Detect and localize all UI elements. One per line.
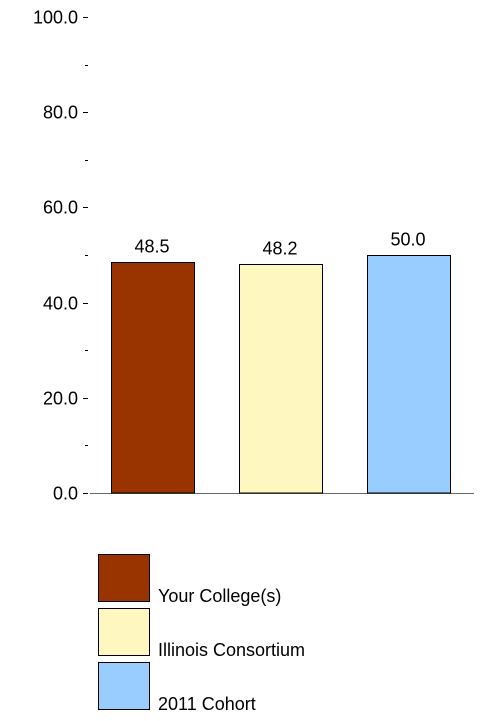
legend-swatch-2011-cohort bbox=[98, 662, 150, 710]
data-label: 48.5 bbox=[134, 237, 169, 257]
y-axis: 0.0 20.0 40.0 60.0 80.0 100.0 bbox=[33, 8, 88, 504]
y-tick-label: 60.0 bbox=[43, 198, 78, 218]
y-tick-label: 100.0 bbox=[33, 8, 78, 28]
y-tick-label: 20.0 bbox=[43, 389, 78, 409]
legend-swatch-illinois-consortium bbox=[98, 608, 150, 656]
legend-item-your-colleges: Your College(s) bbox=[98, 554, 398, 608]
data-label: 48.2 bbox=[262, 239, 297, 259]
legend-swatch-your-colleges bbox=[98, 554, 150, 602]
bars bbox=[111, 255, 451, 494]
bar-chart: 0.0 20.0 40.0 60.0 80.0 100.0 48.5 48.2 50.0 bbox=[33, 8, 474, 504]
y-tick-label: 0.0 bbox=[53, 484, 78, 504]
y-tick-label: 80.0 bbox=[43, 103, 78, 123]
bar bbox=[111, 262, 195, 494]
data-labels: 48.5 48.2 50.0 bbox=[134, 230, 425, 259]
legend-item-2011-cohort: 2011 Cohort bbox=[98, 662, 398, 716]
y-tick-label: 40.0 bbox=[43, 294, 78, 314]
legend: Your College(s) Illinois Consortium 2011… bbox=[98, 554, 398, 716]
bar bbox=[367, 255, 451, 494]
legend-item-illinois-consortium: Illinois Consortium bbox=[98, 608, 398, 662]
bar bbox=[239, 264, 323, 494]
legend-label-2011-cohort: 2011 Cohort bbox=[158, 694, 256, 714]
data-label: 50.0 bbox=[390, 230, 425, 250]
legend-label-your-colleges: Your College(s) bbox=[158, 586, 282, 606]
legend-label-illinois-consortium: Illinois Consortium bbox=[158, 640, 306, 660]
